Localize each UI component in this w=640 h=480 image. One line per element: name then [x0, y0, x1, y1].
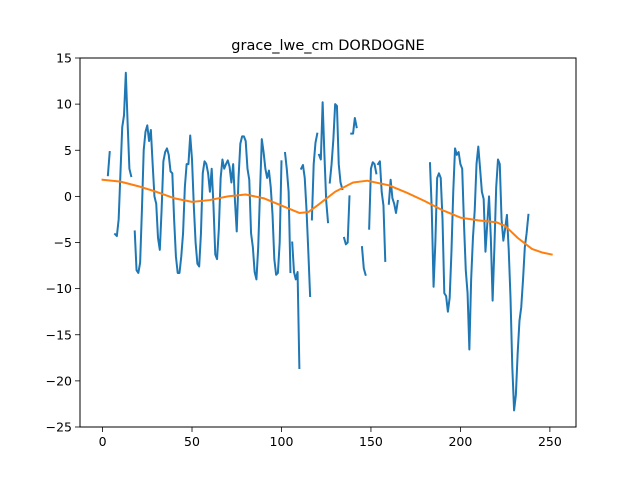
series-0-line-segment-10: [350, 116, 358, 135]
x-tick-label: 0: [99, 434, 107, 449]
y-tick-label: −20: [46, 373, 72, 388]
y-tick-label: 15: [56, 51, 72, 66]
series-0-line-segment-12: [368, 161, 378, 230]
x-tick-label: 200: [448, 434, 472, 449]
plot-frame: [79, 57, 577, 428]
chart-title: grace_lwe_cm DORDOGNE: [231, 38, 424, 54]
y-tick-label: −10: [46, 281, 72, 296]
y-tick-label: −15: [46, 327, 72, 342]
series-0-line-segment-4: [291, 241, 301, 369]
x-tick-label: 250: [538, 434, 562, 449]
y-tick-label: 0: [64, 189, 72, 204]
x-tick-label: 150: [359, 434, 383, 449]
series-0-line-segment-3: [283, 151, 292, 274]
axes: 0 50 100 150 200 250 −25 −20 −15 −10 −5 0 5 10 15: [46, 51, 562, 450]
series-0-line-segment-6: [310, 132, 319, 221]
series-0-line-segment-2: [133, 124, 283, 281]
series-0-line-segment-15: [428, 145, 530, 412]
series-0-line-segment-13: [376, 160, 387, 262]
series-1-line-segment-0: [101, 178, 553, 256]
series-0-line-segment-5: [299, 164, 312, 298]
y-tick-label: −5: [54, 235, 72, 250]
y-tick-label: 10: [56, 97, 72, 112]
series-0-line-segment-7: [317, 101, 330, 224]
series-0-line-segment-14: [387, 178, 399, 214]
x-tick-label: 50: [184, 434, 200, 449]
y-tick-label: −25: [46, 420, 72, 435]
series-0-line-segment-11: [360, 246, 367, 277]
y-tick-label: 5: [64, 143, 72, 158]
series-0-line-segment-1: [113, 71, 133, 238]
series-0-line-segment-8: [328, 103, 344, 191]
series-0-line-segment-9: [342, 195, 351, 246]
x-tick-label: 100: [270, 434, 294, 449]
series-layer: [101, 71, 553, 412]
series-0-line-segment-0: [106, 151, 111, 177]
